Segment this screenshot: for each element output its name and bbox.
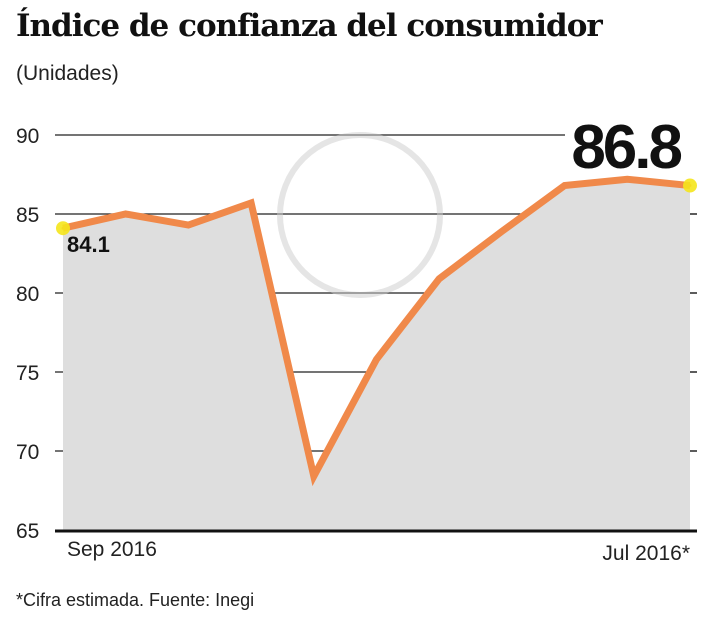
x-tick-label-end: Jul 2016* [602,542,690,565]
y-tick-label-65: 65 [16,520,39,543]
y-tick-label-90: 90 [16,125,39,148]
data-point-6 [437,277,441,281]
data-point-2 [186,223,190,227]
data-point-3 [249,201,253,205]
y-tick-label-80: 80 [16,283,39,306]
data-point-7 [500,229,504,233]
start-marker [56,221,70,236]
y-tick-label-85: 85 [16,204,39,227]
x-tick-label-start: Sep 2016 [67,538,157,561]
data-point-1 [124,212,128,216]
data-point-4 [312,474,316,478]
watermark-logo-icon [277,132,443,298]
data-point-5 [375,357,378,361]
chart-subtitle: (Unidades) [16,62,119,85]
end-marker [683,178,697,193]
last-value-label: 86.8 [571,113,681,182]
source-note: *Cifra estimada. Fuente: Inegi [16,590,255,610]
y-tick-label-75: 75 [16,362,39,385]
first-value-label: 84.1 [67,232,110,257]
area-fill [63,179,690,531]
chart-title: Índice de confianza del consumidor [16,8,603,44]
y-tick-label-70: 70 [16,441,39,464]
data-point-8 [563,184,567,188]
data-point-9 [625,177,629,181]
